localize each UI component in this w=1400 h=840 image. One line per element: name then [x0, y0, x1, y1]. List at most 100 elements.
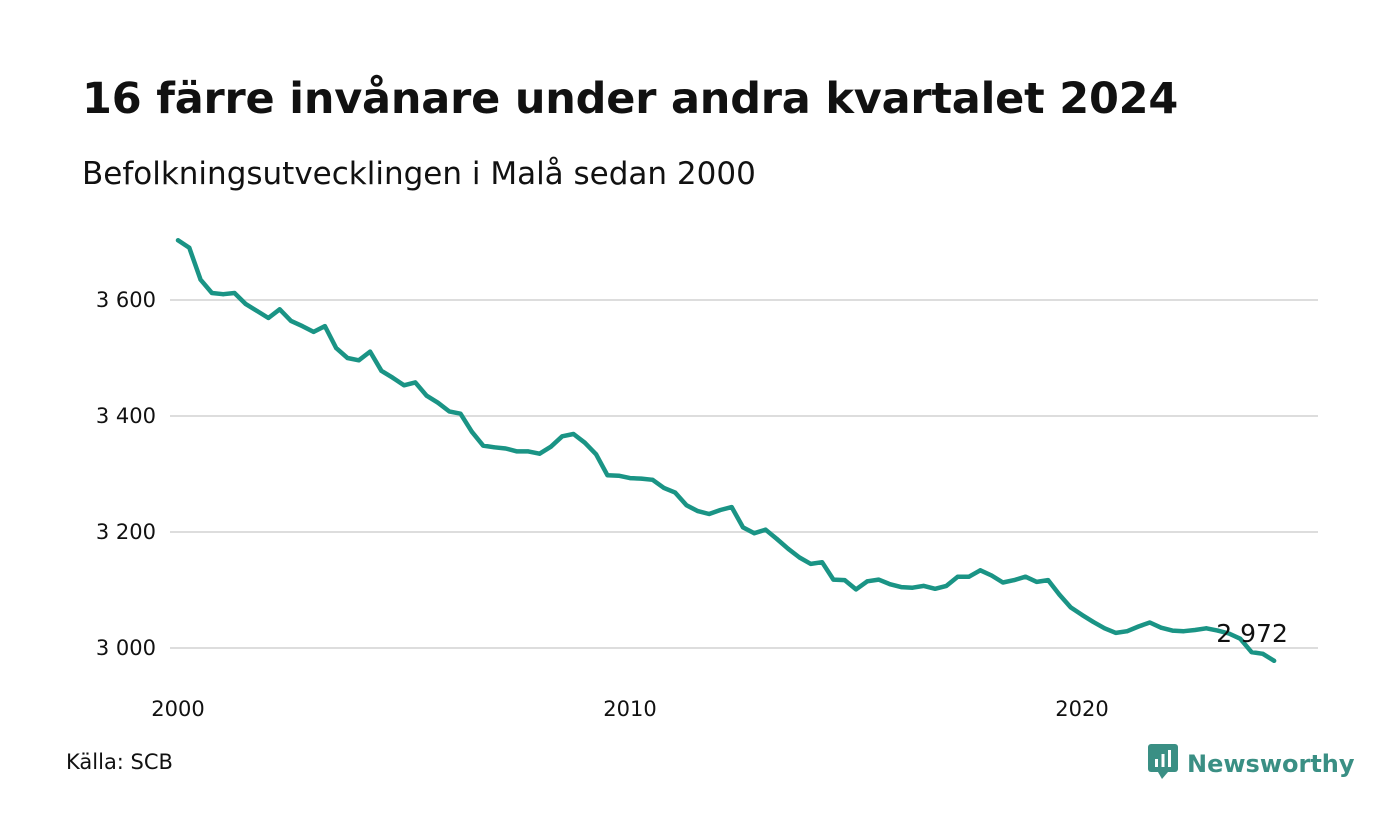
data-point	[503, 446, 508, 451]
data-point	[300, 324, 305, 329]
data-point	[774, 537, 779, 541]
data-point	[232, 291, 237, 295]
data-point	[1193, 628, 1197, 632]
data-point	[277, 307, 282, 312]
data-point	[1181, 629, 1186, 634]
data-point	[458, 411, 463, 416]
data-point	[718, 508, 723, 512]
chart-subtitle: Befolkningsutvecklingen i Malå sedan 200…	[82, 156, 756, 192]
data-point	[390, 375, 395, 380]
data-point	[684, 503, 689, 508]
y-tick-label: 3 600	[96, 288, 156, 312]
data-point	[899, 585, 904, 590]
data-point	[639, 476, 644, 481]
data-point	[345, 356, 350, 360]
data-point	[311, 329, 316, 334]
data-point	[526, 449, 531, 454]
data-point	[1125, 629, 1130, 634]
data-point	[413, 380, 418, 385]
data-point	[1012, 578, 1017, 583]
data-point	[967, 574, 971, 579]
data-point	[1000, 580, 1005, 585]
y-tick-label: 3 400	[96, 404, 156, 428]
data-point	[322, 324, 327, 329]
data-point	[492, 445, 497, 450]
gridlines	[170, 299, 1318, 649]
data-point	[1260, 651, 1265, 656]
data-point	[955, 574, 960, 579]
y-tick-label: 3 000	[96, 636, 156, 660]
data-point	[379, 368, 384, 373]
data-point	[707, 512, 712, 516]
data-point	[1226, 631, 1231, 636]
data-point	[831, 577, 836, 582]
data-point	[424, 393, 429, 398]
data-point	[1215, 628, 1220, 633]
chart-title: 16 färre invånare under andra kvartalet …	[82, 74, 1179, 124]
data-point	[187, 245, 192, 250]
data-point	[797, 555, 802, 560]
data-point	[1034, 579, 1039, 584]
data-point	[469, 429, 474, 434]
data-point	[537, 451, 542, 456]
data-point	[1080, 612, 1084, 617]
data-point	[1249, 650, 1254, 655]
data-point	[752, 531, 757, 536]
newsworthy-logo-icon	[1148, 744, 1178, 784]
data-point	[729, 505, 734, 510]
y-tick-label: 3 200	[96, 520, 156, 544]
data-point	[616, 473, 621, 478]
data-point	[808, 561, 813, 566]
x-tick-label: 2010	[603, 697, 656, 721]
data-point	[854, 587, 858, 592]
data-point	[1046, 578, 1051, 583]
data-point	[741, 525, 745, 530]
data-point	[481, 443, 486, 448]
data-point	[876, 577, 881, 582]
data-point	[221, 292, 226, 297]
last-value-label: 2 972	[1216, 619, 1288, 648]
data-point	[435, 400, 440, 405]
data-point	[560, 434, 565, 439]
data-point	[447, 409, 452, 414]
brand-logo: Newsworthy	[1148, 744, 1355, 784]
data-point	[1136, 624, 1141, 629]
data-point	[1057, 592, 1062, 597]
data-point	[582, 440, 587, 445]
data-point	[209, 291, 214, 295]
data-point	[402, 383, 406, 388]
data-point	[515, 449, 519, 454]
data-point	[921, 583, 926, 588]
data-point	[289, 318, 293, 323]
data-point	[1204, 626, 1209, 631]
data-point	[1272, 658, 1277, 663]
data-point	[887, 582, 892, 587]
data-point	[1102, 626, 1107, 631]
data-point	[786, 546, 791, 551]
data-point	[243, 302, 248, 307]
x-tick-label: 2020	[1055, 697, 1108, 721]
data-point	[865, 579, 870, 584]
x-tick-label: 2000	[151, 697, 204, 721]
data-point	[198, 277, 203, 282]
data-point	[661, 485, 666, 490]
data-point	[842, 578, 847, 583]
data-point	[1113, 630, 1118, 635]
data-point	[673, 490, 678, 495]
data-point	[605, 473, 610, 478]
data-point	[989, 573, 994, 578]
data-point	[650, 477, 655, 482]
y-axis-tick-labels: 3 000 3 200 3 400 3 600	[96, 288, 156, 660]
data-point	[1091, 619, 1096, 624]
brand-name: Newsworthy	[1187, 750, 1355, 778]
data-point	[1068, 605, 1073, 610]
data-point	[368, 349, 373, 354]
data-point	[1159, 625, 1164, 630]
data-point	[628, 476, 632, 481]
data-points	[176, 238, 1277, 663]
data-point	[978, 568, 983, 573]
data-point	[266, 316, 271, 320]
data-point	[571, 432, 576, 436]
data-point	[176, 238, 180, 243]
